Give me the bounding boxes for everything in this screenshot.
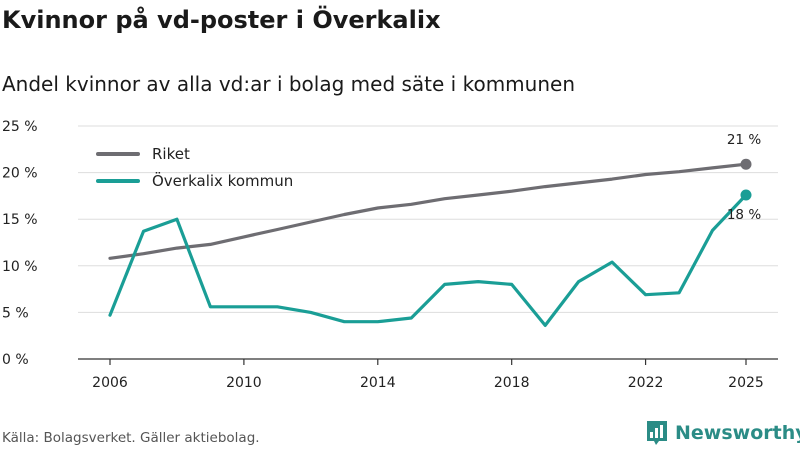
series-line-riket — [108, 162, 748, 260]
x-tick-label-2014: 2014 — [360, 375, 396, 391]
y-tick-label-15: 15 % — [2, 212, 38, 228]
newsworthy-logo-text: Newsworthy — [675, 422, 800, 444]
y-tick-label-0: 0 % — [2, 352, 29, 368]
series-end-label-overkalix: 18 % — [727, 207, 761, 223]
newsworthy-logo-icon — [647, 421, 667, 445]
series-end-label-riket: 21 % — [727, 132, 761, 148]
x-tick-label-2006: 2006 — [92, 375, 128, 391]
source-note: Källa: Bolagsverket. Gäller aktiebolag. — [2, 430, 260, 446]
newsworthy-logo[interactable]: Newsworthy — [645, 418, 800, 448]
legend-label-riket: Riket — [152, 145, 190, 163]
y-tick-label-25: 25 % — [2, 119, 38, 135]
y-tick-label-20: 20 % — [2, 166, 38, 182]
x-tick-label-2022: 2022 — [628, 375, 664, 391]
legend-label-overkalix: Överkalix kommun — [152, 171, 293, 190]
series-end-marker-overkalix — [740, 189, 752, 201]
x-tick-label-2025: 2025 — [728, 375, 764, 391]
y-tick-label-5: 5 % — [2, 305, 29, 321]
chart-title: Kvinnor på vd-poster i Överkalix — [2, 6, 441, 34]
series-line-overkalix — [108, 193, 748, 327]
x-tick-label-2010: 2010 — [226, 375, 262, 391]
series-end-marker-riket — [740, 158, 752, 170]
y-tick-label-10: 10 % — [2, 259, 38, 275]
x-tick-label-2018: 2018 — [494, 375, 530, 391]
chart-subtitle: Andel kvinnor av alla vd:ar i bolag med … — [2, 72, 575, 96]
